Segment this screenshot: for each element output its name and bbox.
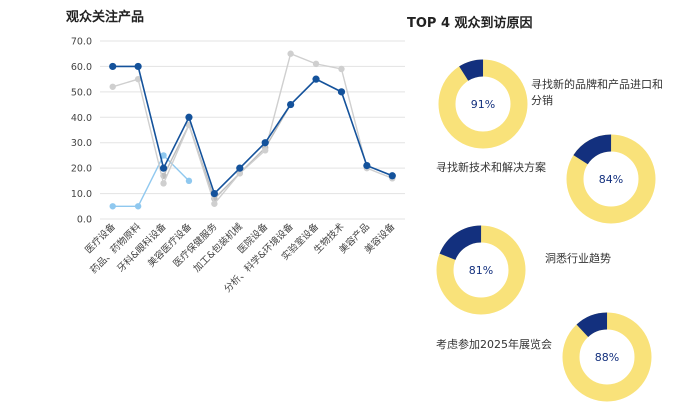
donut-remainder-arc	[438, 59, 528, 149]
donut-remainder-arc	[436, 225, 526, 315]
donut-ring	[436, 225, 526, 315]
data-point	[338, 65, 345, 73]
reason-label-3: 洞悉行业趋势	[545, 252, 611, 265]
data-point	[134, 75, 142, 83]
data-point	[211, 200, 218, 207]
data-point	[262, 147, 269, 154]
y-tick-label: 70.0	[71, 37, 92, 48]
data-point	[337, 88, 346, 96]
y-tick-label: 40.0	[71, 113, 92, 124]
data-point	[159, 164, 168, 172]
series-line	[112, 154, 190, 207]
data-point	[287, 100, 295, 109]
y-tick-label: 20.0	[71, 164, 92, 175]
line-chart-title: 观众关注产品	[66, 10, 145, 25]
data-point	[134, 62, 142, 71]
reason-label-4: 考虑参加2025年展览会	[436, 338, 552, 351]
data-point	[312, 75, 320, 83]
data-point	[109, 203, 116, 210]
data-point	[236, 170, 243, 177]
y-tick-label: 0.0	[77, 215, 92, 226]
data-point	[109, 62, 117, 71]
series-line	[112, 52, 393, 206]
data-point	[312, 60, 320, 68]
data-point	[109, 83, 116, 90]
data-point	[287, 50, 294, 57]
reason-label-2: 寻找新技术和解决方案	[436, 161, 546, 174]
y-tick-label: 10.0	[71, 189, 92, 200]
reason-label-1: 寻找新的品牌和产品进口和分销	[531, 78, 663, 107]
data-point	[261, 139, 269, 147]
data-point	[210, 189, 218, 198]
donut-remainder-arc	[566, 134, 656, 224]
data-point	[388, 172, 396, 180]
data-point	[134, 203, 142, 210]
data-point	[185, 113, 193, 121]
y-tick-label: 50.0	[71, 87, 92, 98]
donut-section-title: TOP 4 观众到访原因	[407, 16, 533, 31]
donut-ring	[438, 59, 528, 149]
y-tick-label: 60.0	[71, 62, 92, 73]
data-point	[363, 162, 371, 170]
donut-ring	[566, 134, 656, 224]
line-chart: 0.010.020.030.040.050.060.070.0医疗设备药品、药物…	[71, 37, 405, 295]
data-point	[160, 152, 167, 159]
donut-value-label: 88%	[595, 351, 619, 364]
donut-value-label: 91%	[471, 98, 495, 111]
donut-value-label: 84%	[599, 173, 623, 186]
series-line	[112, 65, 393, 196]
donut-value-label: 81%	[469, 264, 493, 277]
donut-ring	[562, 312, 652, 402]
donut-remainder-arc	[562, 312, 652, 402]
data-point	[236, 164, 244, 172]
y-tick-label: 30.0	[71, 138, 92, 149]
series-line	[162, 104, 292, 200]
data-point	[160, 180, 167, 187]
data-point	[185, 177, 193, 185]
